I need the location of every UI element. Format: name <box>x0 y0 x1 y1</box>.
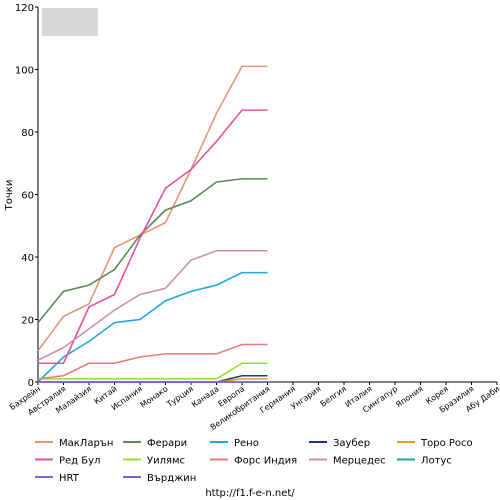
legend-label: Торо Росо <box>420 438 473 449</box>
footer: http://f1.f-e-n.net/ <box>205 488 295 499</box>
legend-label: Уилямс <box>147 456 185 467</box>
legend-label: HRT <box>59 473 80 484</box>
legend-label: Върджин <box>147 473 196 484</box>
series-line <box>37 249 268 361</box>
legend-label: Ферари <box>147 438 187 449</box>
series-line <box>38 362 268 380</box>
y-tick-label: 0 <box>28 378 34 389</box>
x-tick-label: Турция <box>164 384 195 409</box>
y-tick-label: 20 <box>21 316 34 327</box>
legend-label: Мерцедес <box>333 456 386 467</box>
x-tick-label: Монако <box>139 384 170 410</box>
x-tick-label: Белгия <box>319 384 349 409</box>
x-tick-label: Канада <box>190 384 221 409</box>
series-line <box>37 343 268 380</box>
logo <box>42 8 98 36</box>
y-tick-label: 40 <box>21 253 34 264</box>
x-tick-label: Япония <box>394 384 425 409</box>
series-line <box>38 109 268 365</box>
legend-label: Заубер <box>333 438 370 449</box>
series-line <box>37 65 268 352</box>
legend-label: Рено <box>234 438 259 449</box>
legend-label: Форс Индия <box>234 456 297 467</box>
legend-label: Лотус <box>421 456 452 467</box>
y-tick-label: 60 <box>21 191 34 202</box>
series-line <box>37 178 268 324</box>
y-tick-label: 100 <box>15 66 34 77</box>
y-axis-label: Точки <box>4 180 15 212</box>
y-tick-label: 80 <box>21 128 34 139</box>
legend-label: Ред Бул <box>59 456 100 467</box>
series-line <box>37 271 268 383</box>
legend-label: МакЛарън <box>59 438 113 449</box>
y-tick-label: 120 <box>15 3 34 14</box>
